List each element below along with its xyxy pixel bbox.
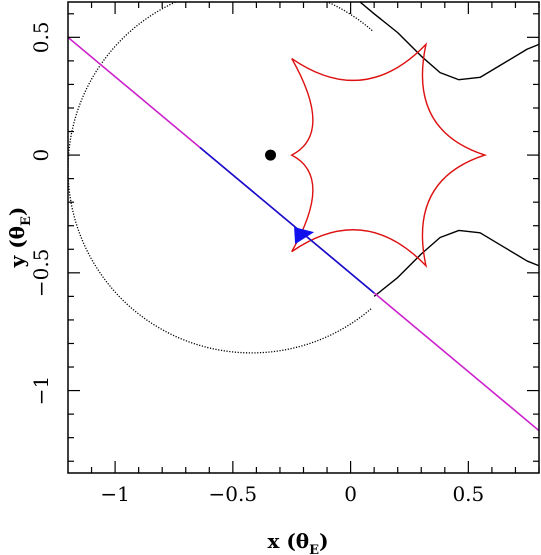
- data-layer: [68, 2, 539, 432]
- source-marker: [294, 227, 315, 245]
- critical-curve-lower: [373, 229, 539, 297]
- x-tick-label: −0.5: [209, 482, 258, 506]
- critical-curve-upper: [359, 2, 539, 81]
- y-tick-label: 0: [29, 149, 53, 162]
- y-tick-label: −0.5: [29, 249, 53, 298]
- source-trajectory-inner: [199, 146, 375, 294]
- x-tick-label: 0: [344, 482, 357, 506]
- critical-curve-dotted: [68, 2, 373, 354]
- x-tick-label: 0.5: [452, 482, 484, 506]
- y-tick-label: 0.5: [29, 21, 53, 53]
- x-axis-label: x (θE): [267, 529, 328, 555]
- ticks-layer: [68, 2, 540, 473]
- caustic-curve: [290, 42, 488, 269]
- y-tick-label: −1: [29, 376, 53, 405]
- y-axis-label: y (θE): [5, 207, 34, 269]
- lens-point: [265, 149, 277, 161]
- tick-labels: −1 −0.5 0 0.5 0.5 0 −0.5 −1: [29, 21, 484, 506]
- x-tick-label: −1: [100, 482, 129, 506]
